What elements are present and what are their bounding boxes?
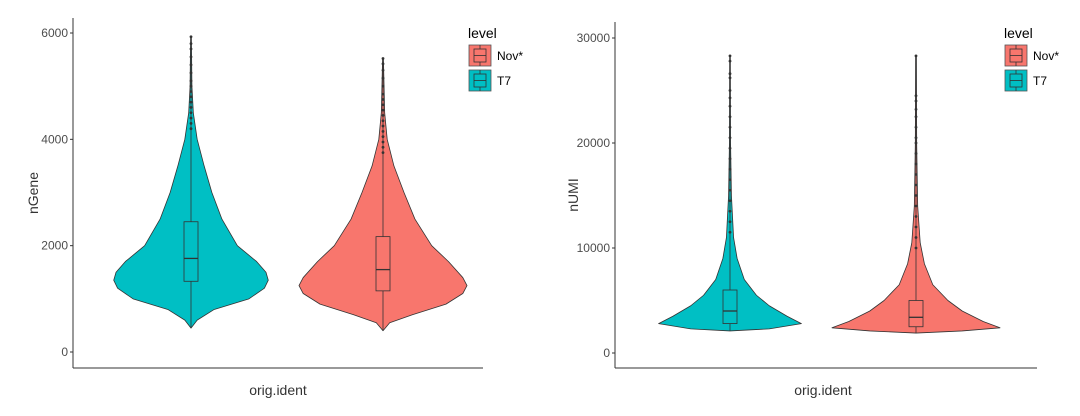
outlier-point [381, 114, 385, 117]
outlier-point [914, 246, 918, 250]
outlier-point [728, 178, 732, 182]
outlier-point [189, 63, 193, 67]
outlier-point [914, 99, 918, 103]
outlier-point [728, 96, 732, 100]
outlier-point [381, 98, 385, 101]
outlier-point [914, 141, 918, 145]
outlier-point [914, 162, 918, 166]
outlier-point [189, 35, 193, 39]
outlier-point [728, 54, 732, 58]
outlier-point [728, 125, 732, 129]
legend-key-T7: T7 [1004, 69, 1047, 92]
y-tick-label: 0 [61, 345, 68, 359]
outlier-point [189, 90, 193, 93]
outlier-point [914, 204, 918, 208]
outlier-point [189, 116, 193, 120]
outlier-point [914, 236, 918, 239]
box [722, 289, 738, 324]
outlier-point [728, 199, 732, 203]
legend-label: T7 [497, 74, 511, 88]
legend-label: Nov* [1033, 49, 1059, 63]
y-axis-title: nUMI [565, 178, 581, 211]
outlier-point [381, 151, 385, 155]
outlier-point [728, 157, 732, 161]
outlier-point [914, 152, 918, 155]
outlier-point [381, 140, 385, 144]
y-tick-label: 2000 [41, 239, 68, 253]
outlier-point [914, 194, 918, 197]
outlier-point [728, 146, 732, 150]
legend-title: level [468, 25, 497, 41]
legend-title: level [1004, 25, 1033, 41]
outlier-point [381, 119, 385, 123]
outlier-point [728, 104, 732, 108]
outlier-point [914, 115, 918, 119]
outlier-point [189, 106, 193, 109]
outlier-point [728, 230, 732, 234]
legend-key-Novstar: Nov* [468, 44, 523, 67]
outlier-point [381, 57, 385, 60]
outlier-point [189, 71, 193, 75]
outlier-point [189, 121, 193, 125]
outlier-point [914, 136, 918, 140]
outlier-point [728, 76, 732, 80]
y-tick-label: 4000 [41, 132, 68, 146]
outlier-point [381, 129, 385, 133]
outlier-point [728, 136, 732, 140]
outlier-point [381, 92, 385, 96]
outlier-point [381, 108, 385, 112]
outlier-point [381, 135, 385, 139]
y-tick-label: 6000 [41, 26, 68, 40]
outlier-point [189, 42, 193, 46]
x-axis-title: orig.ident [794, 382, 852, 398]
outlier-point [728, 115, 732, 119]
box [375, 236, 391, 292]
outlier-point [728, 220, 732, 224]
outlier-point [914, 183, 918, 187]
outlier-point [381, 76, 385, 80]
legend-key-Novstar: Nov* [1004, 44, 1059, 67]
legend-key-T7: T7 [468, 69, 511, 92]
y-tick-label: 30000 [577, 31, 611, 45]
outlier-point [381, 62, 385, 66]
outlier-point [914, 94, 918, 98]
box [908, 300, 924, 328]
outlier-point [914, 108, 918, 111]
outlier-point [914, 215, 918, 218]
outlier-point [189, 100, 193, 104]
outlier-point [914, 225, 918, 229]
outlier-point [189, 127, 193, 131]
outlier-point [189, 111, 193, 115]
outlier-point [189, 55, 193, 59]
outlier-point [728, 89, 732, 92]
outlier-point [914, 54, 918, 58]
outlier-point [728, 59, 732, 63]
outlier-point [381, 84, 385, 88]
outlier-point [728, 188, 732, 192]
outlier-point [728, 72, 732, 76]
outlier-point [381, 103, 385, 107]
x-axis-title: orig.ident [249, 382, 307, 398]
outlier-point [914, 173, 918, 176]
box [183, 221, 199, 282]
outlier-point [728, 209, 732, 213]
outlier-point [189, 47, 193, 51]
y-tick-label: 20000 [577, 136, 611, 150]
y-axis-title: nGene [25, 172, 41, 214]
outlier-point [189, 84, 193, 88]
outlier-point [381, 145, 385, 149]
y-tick-label: 0 [603, 346, 610, 360]
legend-label: T7 [1033, 74, 1047, 88]
outlier-point [728, 167, 732, 171]
outlier-point [381, 68, 385, 72]
legend-label: Nov* [497, 49, 523, 63]
outlier-point [381, 124, 385, 128]
y-tick-label: 10000 [577, 241, 611, 255]
outlier-point [189, 79, 193, 83]
outlier-point [189, 95, 193, 99]
outlier-point [914, 125, 918, 129]
